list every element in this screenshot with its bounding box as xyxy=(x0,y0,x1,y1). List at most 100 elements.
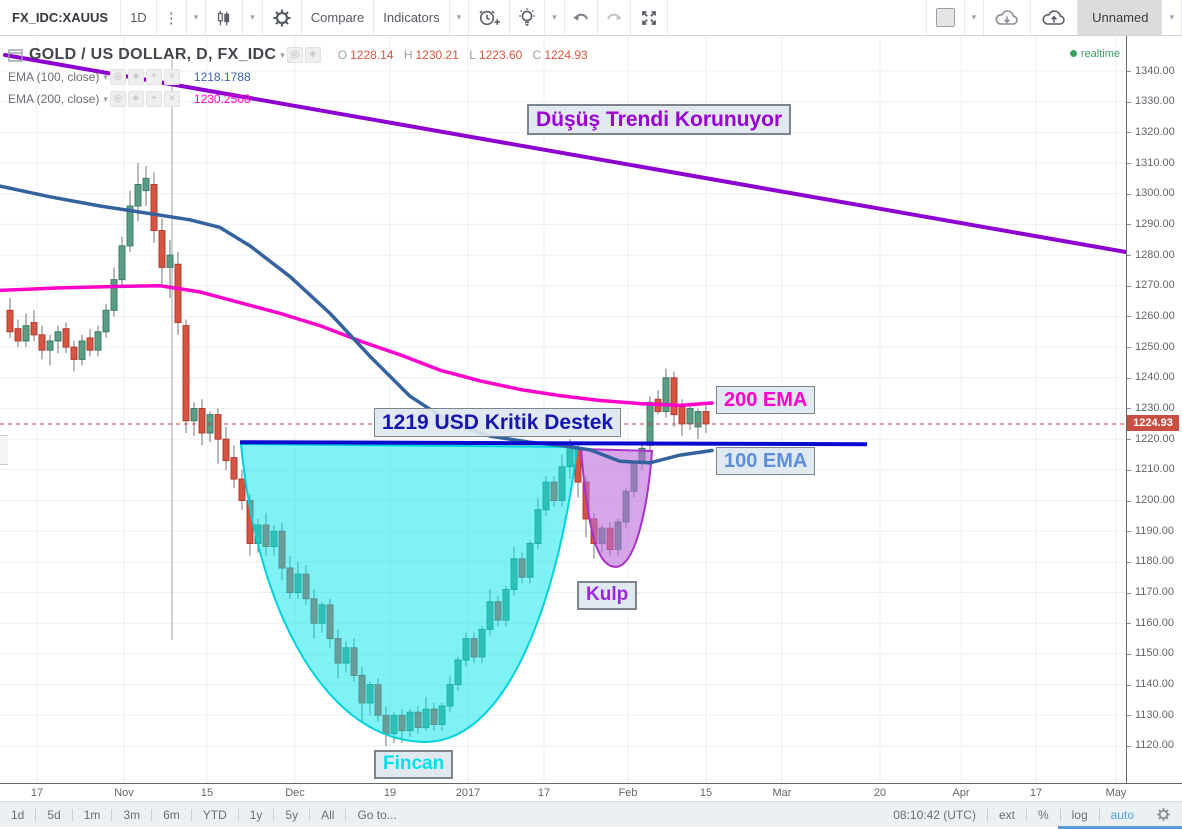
candle-up xyxy=(142,177,150,192)
layout-dropdown-button[interactable]: ▾ xyxy=(965,0,985,35)
fullscreen-button[interactable] xyxy=(631,0,668,35)
candle-up xyxy=(94,331,102,351)
eye-icon[interactable]: ◎ xyxy=(286,47,303,63)
plus-icon[interactable]: + xyxy=(145,91,162,107)
auto-toggle[interactable]: auto xyxy=(1110,807,1134,822)
save-chart-button[interactable] xyxy=(1031,0,1079,35)
price-tick-label: 1160.00 xyxy=(1135,616,1174,629)
price-tickmark xyxy=(1127,653,1131,655)
price-tickmark xyxy=(1127,561,1131,563)
layout-name-chip[interactable]: Unnamed xyxy=(1078,0,1163,35)
price-tick-label: 1190.00 xyxy=(1135,524,1174,537)
legend-ema100-row: EMA (100, close) ▾ ◎ ∗ + × 1218.1788 xyxy=(8,66,588,88)
ideas-dropdown-button[interactable]: ▾ xyxy=(545,0,565,35)
range-button-YTD[interactable]: YTD xyxy=(202,807,227,822)
percent-toggle[interactable]: % xyxy=(1037,807,1049,822)
price-tickmark xyxy=(1127,224,1131,226)
chart-type-dropdown-button[interactable]: ▾ xyxy=(243,0,263,35)
chevron-down-icon[interactable]: ▾ xyxy=(103,93,108,104)
price-axis[interactable]: 1224.93 1340.00 1330.00 1320.00 1310.00 1300… xyxy=(1126,36,1182,783)
chevron-down-icon: ▾ xyxy=(456,12,462,22)
time-axis[interactable]: 17 Nov 15 Dec 19 2017 17 Feb 15 Mar 20 Apr 17 May xyxy=(0,783,1182,801)
candle-down xyxy=(14,328,22,342)
price-tick-label: 1200.00 xyxy=(1135,494,1175,507)
price-tickmark xyxy=(1127,377,1131,379)
price-tick-label: 1210.00 xyxy=(1135,463,1175,476)
candle-down xyxy=(158,230,166,268)
symbol-title[interactable]: GOLD / US DOLLAR, D, FX_IDC xyxy=(29,46,277,63)
ema100-annotation[interactable]: 100 EMA xyxy=(716,447,816,475)
redo-button[interactable] xyxy=(598,0,631,35)
indicators-button[interactable]: Indicators xyxy=(374,0,450,35)
range-button-5y[interactable]: 5y xyxy=(285,807,299,822)
close-icon[interactable]: × xyxy=(163,69,180,85)
time-tick-label: Apr xyxy=(952,787,970,799)
candle-down xyxy=(182,325,190,422)
interval-dropdown-button[interactable]: ▾ xyxy=(187,0,207,35)
chart-type-button[interactable] xyxy=(206,0,244,35)
ema200-annotation[interactable]: 200 EMA xyxy=(716,386,816,414)
ext-toggle[interactable]: ext xyxy=(998,807,1015,822)
range-button-1m[interactable]: 1m xyxy=(83,807,101,822)
compare-button[interactable]: Compare xyxy=(302,0,375,35)
handle-annotation[interactable]: Kulp xyxy=(577,581,638,610)
range-button-All[interactable]: All xyxy=(321,807,335,822)
gear-icon[interactable]: ∗ xyxy=(304,47,321,63)
ema100-label[interactable]: EMA (100, close) xyxy=(8,70,100,84)
range-button-5d[interactable]: 5d xyxy=(47,807,61,822)
cup-annotation[interactable]: Fincan xyxy=(374,750,454,779)
price-tick-label: 1180.00 xyxy=(1135,555,1174,568)
range-button-1y[interactable]: 1y xyxy=(249,807,263,822)
ideas-button[interactable] xyxy=(510,0,546,35)
separator xyxy=(237,808,239,821)
axis-settings-button[interactable] xyxy=(1145,807,1182,822)
support-annotation[interactable]: 1219 USD Kritik Destek xyxy=(374,408,622,438)
undo-button[interactable] xyxy=(565,0,598,35)
gear-icon[interactable]: ∗ xyxy=(127,91,144,107)
candle-up xyxy=(110,279,118,311)
interval-menu-button[interactable]: ⋮ xyxy=(157,0,187,35)
indicators-dropdown-button[interactable]: ▾ xyxy=(450,0,470,35)
range-button-3m[interactable]: 3m xyxy=(123,807,141,822)
chevron-down-icon[interactable]: ▾ xyxy=(103,71,108,82)
interval-button[interactable]: 1D xyxy=(121,0,157,35)
load-chart-button[interactable] xyxy=(984,0,1032,35)
eye-icon[interactable]: ◎ xyxy=(109,91,126,107)
realtime-status: realtime xyxy=(1069,48,1120,60)
close-icon[interactable]: × xyxy=(163,91,180,107)
chevron-down-icon: ▾ xyxy=(250,12,255,22)
layout-button[interactable] xyxy=(927,0,965,35)
trend-annotation[interactable]: Düşüş Trendi Korunuyor xyxy=(527,104,792,136)
range-button-1d[interactable]: 1d xyxy=(11,807,25,822)
candle-up xyxy=(54,331,62,342)
pane-collapse-handle[interactable] xyxy=(0,435,8,465)
plus-icon[interactable]: + xyxy=(145,69,162,85)
time-tick-label: 15 xyxy=(200,787,214,799)
price-tickmark xyxy=(1127,255,1131,257)
goto-button[interactable]: Go to... xyxy=(357,807,397,822)
layout-name-dropdown-button[interactable]: ▾ xyxy=(1162,0,1182,35)
symbol-button[interactable]: FX_IDC:XAUUS xyxy=(0,0,122,35)
ema200-label[interactable]: EMA (200, close) xyxy=(8,92,100,106)
close-value: 1224.93 xyxy=(544,48,588,62)
log-toggle[interactable]: log xyxy=(1071,807,1088,822)
time-tick-label: 20 xyxy=(873,787,887,799)
chevron-down-icon[interactable]: ▾ xyxy=(280,49,285,60)
candle-down xyxy=(670,377,678,416)
gear-icon xyxy=(1157,808,1170,821)
clock-utc[interactable]: 08:10:42 (UTC) xyxy=(893,807,976,822)
price-tick-label: 1120.00 xyxy=(1135,739,1174,752)
realtime-dot-icon xyxy=(1069,50,1077,57)
gear-icon[interactable]: ∗ xyxy=(127,69,144,85)
price-tickmark xyxy=(1127,71,1131,72)
range-button-6m[interactable]: 6m xyxy=(163,807,180,822)
chart-pane[interactable]: GOLD / US DOLLAR, D, FX_IDC ▾ ◎ ∗ O 1228.… xyxy=(0,36,1126,783)
open-value: 1228.14 xyxy=(350,48,394,62)
chart-svg[interactable] xyxy=(0,36,1126,783)
time-tick-label: Nov xyxy=(114,787,134,799)
chart-properties-button[interactable] xyxy=(263,0,302,35)
eye-icon[interactable]: ◎ xyxy=(109,69,126,85)
price-tick-label: 1130.00 xyxy=(1135,708,1174,721)
add-alert-button[interactable] xyxy=(469,0,511,35)
candle-down xyxy=(62,328,70,348)
